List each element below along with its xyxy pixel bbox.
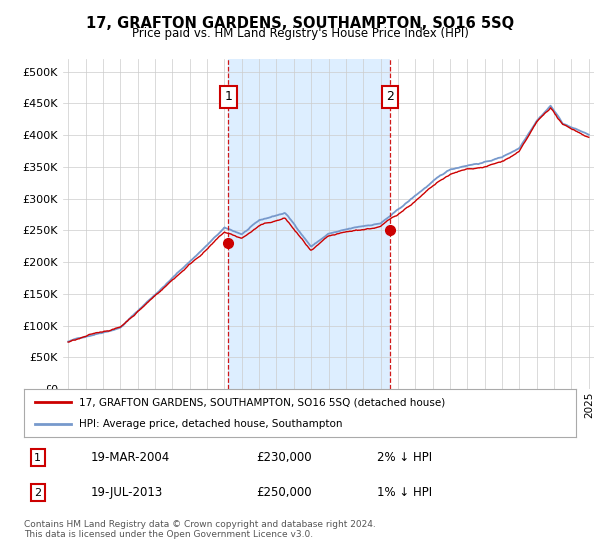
- Text: 1: 1: [34, 453, 41, 463]
- Text: 2: 2: [34, 488, 41, 498]
- Text: 19-MAR-2004: 19-MAR-2004: [90, 451, 169, 464]
- Text: 19-JUL-2013: 19-JUL-2013: [90, 486, 163, 500]
- Bar: [228, 59, 390, 389]
- Text: £230,000: £230,000: [256, 451, 311, 464]
- Text: 2% ↓ HPI: 2% ↓ HPI: [377, 451, 433, 464]
- Text: 17, GRAFTON GARDENS, SOUTHAMPTON, SO16 5SQ (detached house): 17, GRAFTON GARDENS, SOUTHAMPTON, SO16 5…: [79, 397, 445, 407]
- Text: 1: 1: [224, 90, 232, 104]
- Text: 2: 2: [386, 90, 394, 104]
- Text: Price paid vs. HM Land Registry's House Price Index (HPI): Price paid vs. HM Land Registry's House …: [131, 27, 469, 40]
- Text: Contains HM Land Registry data © Crown copyright and database right 2024.
This d: Contains HM Land Registry data © Crown c…: [24, 520, 376, 539]
- Text: £250,000: £250,000: [256, 486, 311, 500]
- Text: 1% ↓ HPI: 1% ↓ HPI: [377, 486, 433, 500]
- Text: 17, GRAFTON GARDENS, SOUTHAMPTON, SO16 5SQ: 17, GRAFTON GARDENS, SOUTHAMPTON, SO16 5…: [86, 16, 514, 31]
- Text: HPI: Average price, detached house, Southampton: HPI: Average price, detached house, Sout…: [79, 419, 343, 429]
